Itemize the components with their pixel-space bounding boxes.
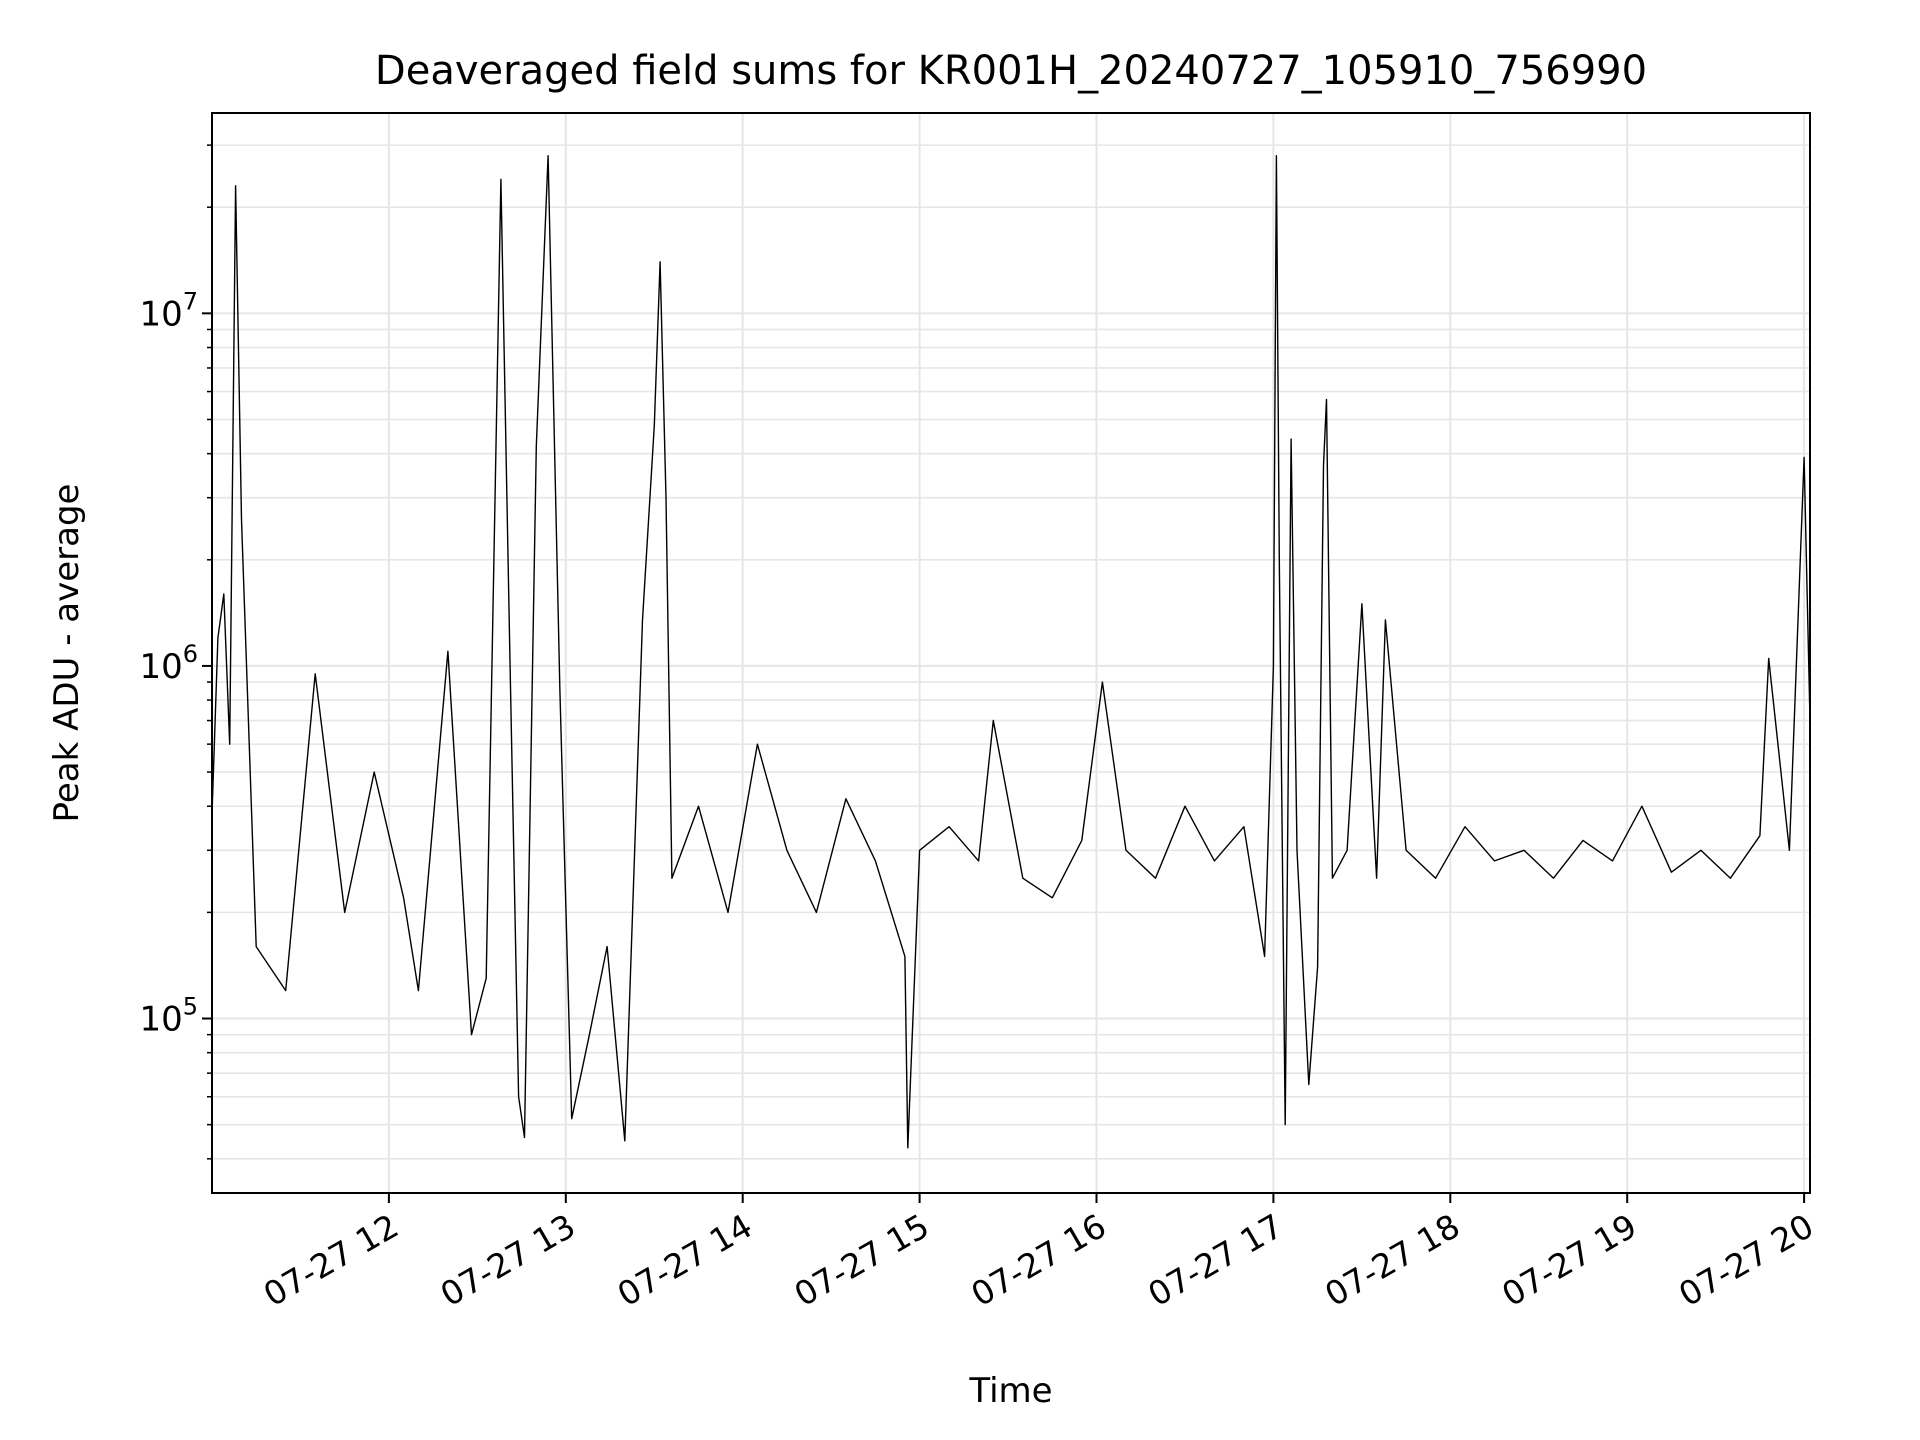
x-tick-label: 07-27 19	[1495, 1206, 1643, 1314]
x-axis-label: Time	[968, 1371, 1052, 1411]
y-ticks: 105 106 107	[139, 144, 212, 1160]
x-tick-label: 07-27 13	[434, 1206, 582, 1314]
grid-lines	[212, 113, 1810, 1193]
chart-title: Deaveraged field sums for KR001H_2024072…	[375, 48, 1647, 94]
x-tick-label: 07-27 16	[965, 1206, 1113, 1314]
x-tick-label: 07-27 12	[257, 1206, 405, 1314]
x-tick-label: 07-27 17	[1141, 1206, 1289, 1314]
y-axis-label: Peak ADU - average	[47, 484, 87, 823]
x-tick-label: 07-27 20	[1672, 1206, 1820, 1314]
series-line-0	[211, 154, 1811, 1149]
plot-frame	[211, 112, 1811, 1194]
series-lines	[211, 154, 1811, 1149]
x-tick-label: 07-27 18	[1318, 1206, 1466, 1314]
y-tick-label: 107	[139, 287, 198, 334]
x-tick-label: 07-27 15	[788, 1206, 936, 1314]
y-tick-label: 105	[139, 993, 198, 1040]
y-tick-label: 106	[139, 640, 198, 687]
x-tick-label: 07-27 14	[611, 1206, 759, 1314]
x-ticks: 07-27 12 07-27 13 07-27 14 07-27 15 07-27 16…	[257, 1193, 1820, 1314]
